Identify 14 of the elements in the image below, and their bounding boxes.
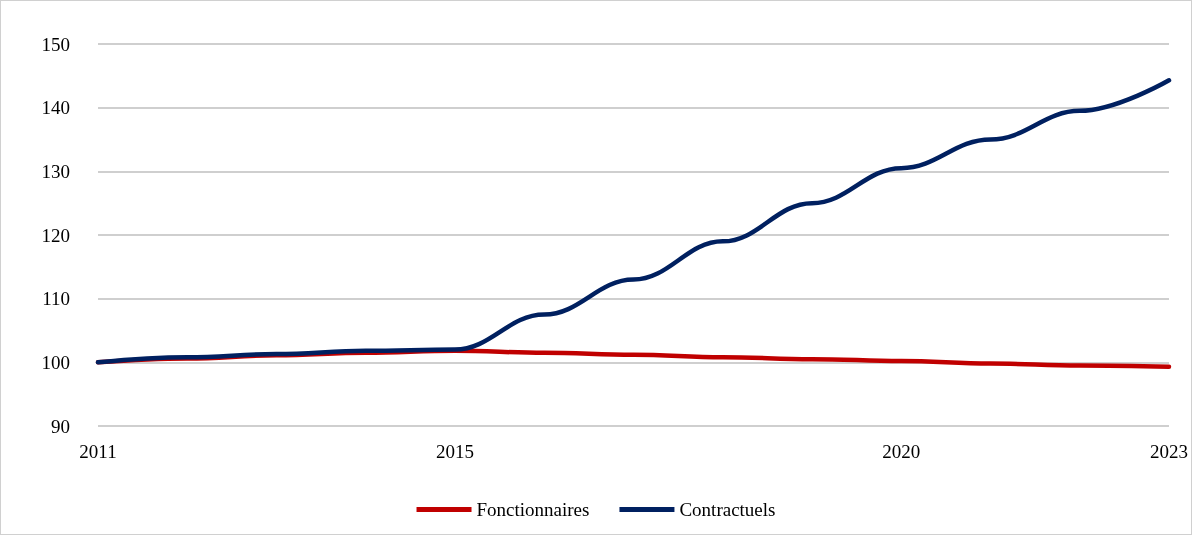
- y-tick-label: 110: [42, 288, 70, 310]
- legend-label: Fonctionnaires: [476, 499, 590, 520]
- y-tick-label: 120: [41, 224, 70, 246]
- y-tick-label: 140: [41, 97, 70, 119]
- legend-label: Contractuels: [679, 499, 776, 520]
- x-tick-label: 2023: [1150, 441, 1188, 462]
- line-series: [95, 78, 1172, 365]
- x-tick-label: 2015: [436, 441, 474, 462]
- y-tick-label: 150: [41, 33, 70, 55]
- x-tick-label: 2011: [79, 441, 117, 462]
- y-tick-label: 130: [41, 160, 70, 182]
- y-tick-label: 100: [41, 351, 70, 373]
- y-tick-label: 90: [51, 415, 70, 437]
- x-tick-label: 2020: [882, 441, 921, 462]
